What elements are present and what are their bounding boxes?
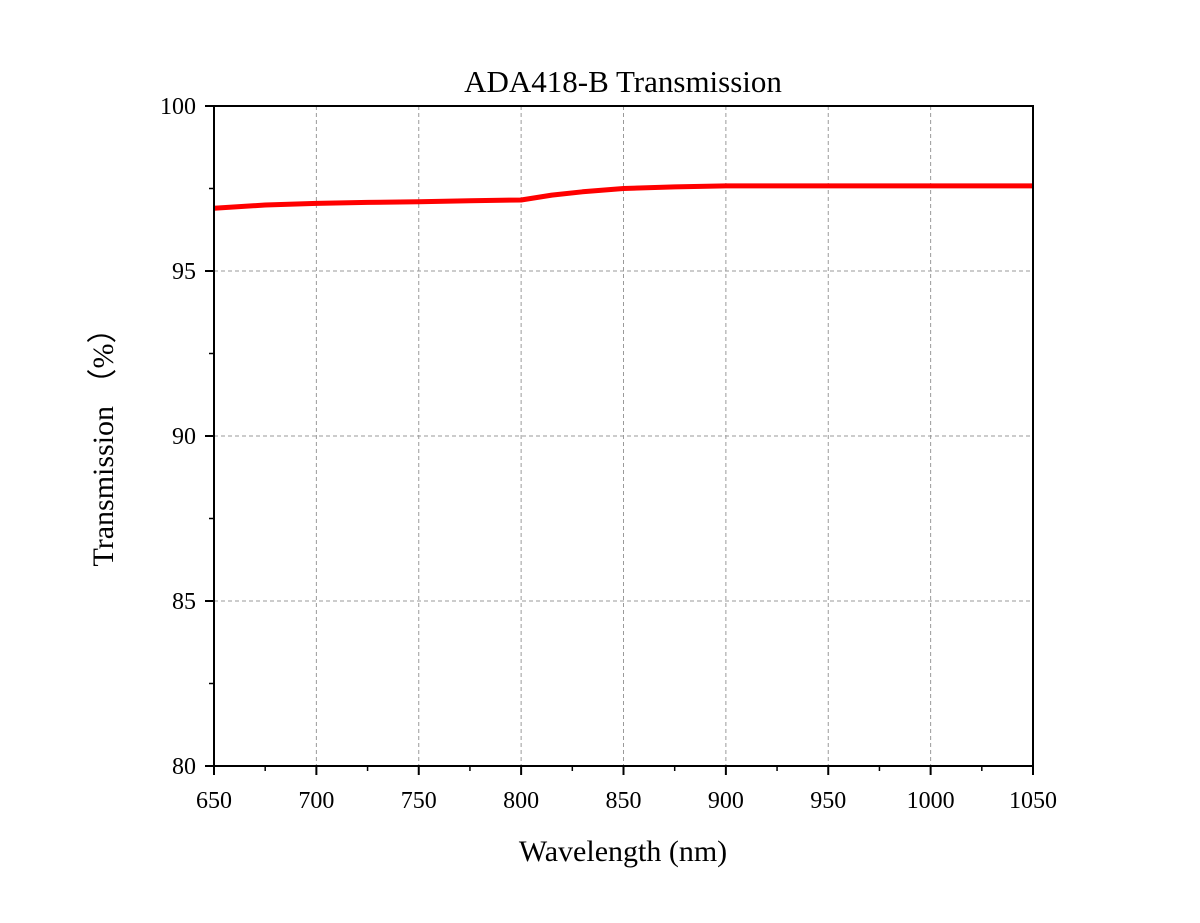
x-tick-label: 850: [606, 788, 642, 814]
grid-lines: [214, 106, 1033, 766]
x-axis-title: Wavelength (nm): [519, 835, 727, 868]
x-tick-labels: 650 700 750 800 850 900 950 1000 1050: [196, 788, 1057, 814]
transmission-line: [213, 183, 1033, 211]
x-tick-label: 1000: [907, 788, 955, 814]
x-tick-label: 900: [708, 788, 744, 814]
y-tick-label: 85: [172, 589, 196, 615]
y-tick-label: 100: [160, 94, 196, 120]
x-tick-label: 750: [401, 788, 437, 814]
x-tick-label: 800: [503, 788, 539, 814]
x-tick-label: 950: [810, 788, 846, 814]
axis-ticks: [205, 105, 1034, 775]
y-tick-label: 90: [172, 424, 196, 450]
series-layer: [213, 183, 1033, 211]
x-tick-label: 700: [298, 788, 334, 814]
x-tick-label: 1050: [1009, 788, 1057, 814]
y-tick-label: 80: [172, 754, 196, 780]
y-tick-labels: 80 85 90 95 100: [160, 94, 196, 780]
x-tick-label: 650: [196, 788, 232, 814]
y-axis-title: Transmission （%）: [87, 313, 120, 566]
y-tick-label: 95: [172, 259, 196, 285]
chart-title: ADA418-B Transmission: [464, 64, 782, 99]
